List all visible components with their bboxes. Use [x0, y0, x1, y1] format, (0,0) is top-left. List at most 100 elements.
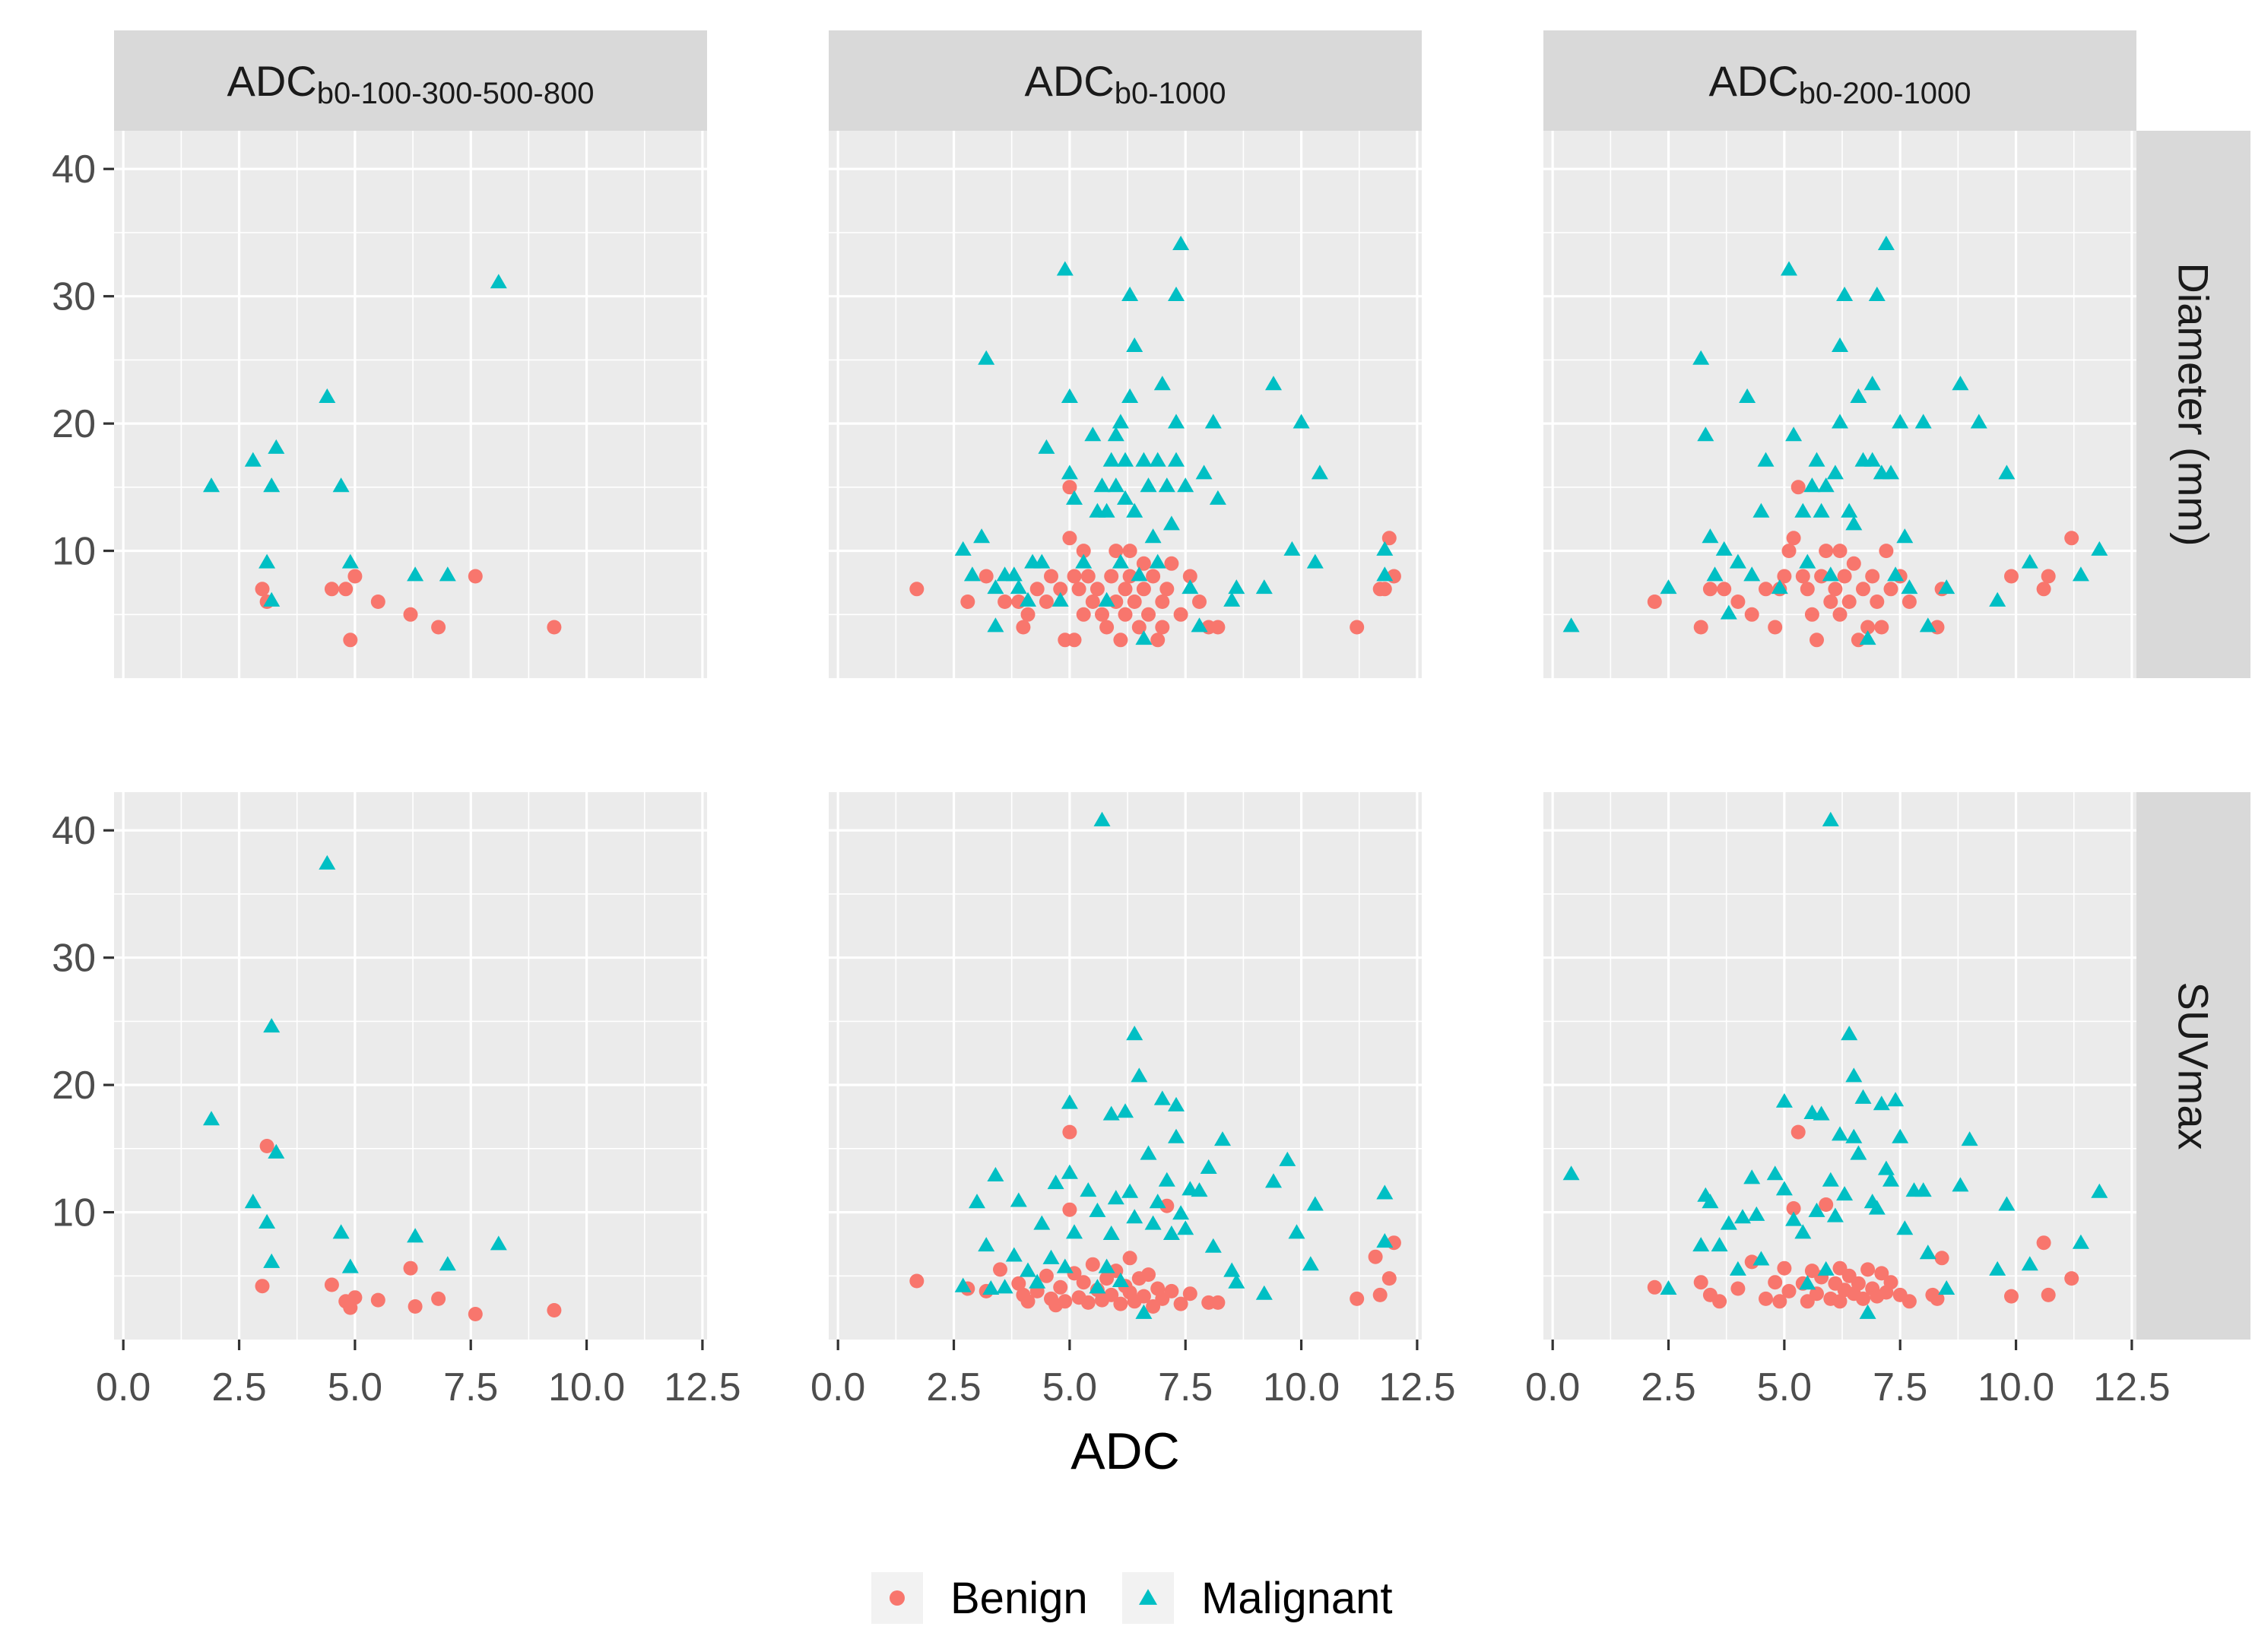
benign-point: [1856, 582, 1870, 597]
benign-point: [1020, 1294, 1036, 1309]
strips-layer: ADCb0-100-300-500-800 ADCb0-1000 ADCb0-200…: [114, 30, 2250, 1340]
strip-label-main: ADC: [227, 57, 317, 105]
benign-point: [1930, 1291, 1945, 1306]
malignant-point: [1896, 528, 1914, 544]
malignant-point: [1121, 388, 1139, 403]
malignant-point: [439, 1256, 456, 1271]
benign-point: [1173, 1296, 1188, 1311]
x-axis-col-1: 0.0 2.5 5.0 7.5 10.0 12.5: [96, 1340, 741, 1409]
benign-point: [1164, 1283, 1179, 1298]
malignant-point: [1112, 553, 1129, 569]
malignant-point: [1311, 465, 1328, 480]
x-tick-label: 5.0: [328, 1365, 382, 1409]
benign-point: [2036, 582, 2051, 597]
benign-point: [370, 1292, 385, 1308]
benign-point: [1810, 633, 1824, 648]
malignant-point: [1845, 1128, 1863, 1143]
malignant-point: [1051, 591, 1069, 607]
x-tick-label: 10.0: [1978, 1365, 2054, 1409]
benign-point: [1164, 556, 1179, 571]
benign-point: [1053, 582, 1068, 597]
benign-point: [1730, 595, 1746, 609]
malignant-point: [1020, 1262, 1036, 1277]
benign-point: [1819, 544, 1834, 559]
malignant-point: [1697, 426, 1714, 442]
malignant-point: [1854, 1089, 1872, 1104]
y-tick-label: 40: [52, 809, 96, 853]
malignant-point: [1832, 414, 1848, 429]
malignant-point: [1822, 811, 1839, 826]
malignant-point: [1376, 541, 1394, 556]
malignant-point: [439, 566, 456, 582]
benign-point: [1795, 569, 1810, 584]
malignant-point: [1153, 1090, 1171, 1105]
benign-point: [1846, 556, 1861, 571]
malignant-point: [1775, 1181, 1793, 1196]
panel-background: [114, 131, 707, 678]
malignant-point: [1734, 1209, 1751, 1224]
panel-background: [829, 792, 1422, 1340]
malignant-point: [1255, 579, 1273, 595]
malignant-point: [1223, 591, 1241, 607]
benign-point: [1832, 607, 1848, 622]
benign-point: [1372, 1287, 1388, 1302]
malignant-point: [1056, 261, 1074, 276]
malignant-point: [2021, 1256, 2038, 1271]
malignant-point: [1112, 414, 1129, 429]
malignant-point: [1562, 1165, 1580, 1181]
malignant-point: [1098, 503, 1115, 518]
benign-point: [1860, 620, 1876, 635]
benign-point: [1067, 569, 1082, 584]
malignant-point: [1195, 465, 1213, 480]
benign-point: [1934, 1251, 1949, 1266]
malignant-point: [1739, 388, 1756, 403]
malignant-point: [1265, 376, 1282, 391]
malignant-point: [1803, 477, 1821, 493]
x-axis-title: ADC: [1070, 1422, 1180, 1480]
benign-point: [1790, 1124, 1806, 1140]
malignant-point: [1376, 1184, 1394, 1200]
benign-point: [1781, 1283, 1797, 1298]
strip-label-subscript: b0-100-300-500-800: [317, 77, 595, 110]
malignant-point: [1873, 1096, 1890, 1111]
malignant-point: [1131, 566, 1148, 582]
x-axis-col-3: 0.0 2.5 5.0 7.5 10.0 12.5: [1525, 1340, 2171, 1409]
malignant-point: [1126, 1026, 1143, 1041]
malignant-point: [1892, 1128, 1909, 1143]
malignant-point: [1149, 1194, 1166, 1209]
benign-point: [1823, 595, 1838, 609]
malignant-point: [1010, 579, 1027, 595]
malignant-point: [1859, 1304, 1876, 1319]
panel-r1-c3: [1543, 131, 2136, 678]
benign-point: [547, 1303, 562, 1317]
malignant-point: [1005, 566, 1023, 582]
malignant-point: [1102, 452, 1120, 467]
malignant-point: [1102, 1105, 1120, 1121]
malignant-point: [263, 477, 281, 493]
benign-point: [1350, 620, 1365, 635]
malignant-point: [1813, 1105, 1830, 1121]
benign-point: [1902, 595, 1917, 609]
malignant-point: [244, 452, 262, 467]
y-tick-label: 10: [52, 1191, 96, 1235]
malignant-point: [1107, 426, 1124, 442]
malignant-point: [1117, 1103, 1134, 1118]
malignant-point: [1832, 337, 1848, 352]
malignant-point: [1102, 1226, 1120, 1240]
benign-point: [1647, 595, 1662, 609]
malignant-point: [1121, 287, 1139, 301]
malignant-point: [1961, 1131, 1978, 1146]
benign-point: [1693, 620, 1708, 635]
malignant-point: [1752, 1251, 1770, 1266]
benign-point: [403, 607, 418, 622]
malignant-point: [1149, 452, 1166, 467]
benign-point: [255, 1279, 270, 1294]
malignant-point: [1005, 1247, 1023, 1262]
malignant-point: [1144, 528, 1162, 544]
malignant-point: [1168, 1096, 1185, 1111]
benign-point: [2004, 569, 2019, 584]
malignant-point: [1998, 1196, 2016, 1211]
malignant-point: [2091, 1183, 2108, 1198]
malignant-point: [1107, 477, 1124, 493]
